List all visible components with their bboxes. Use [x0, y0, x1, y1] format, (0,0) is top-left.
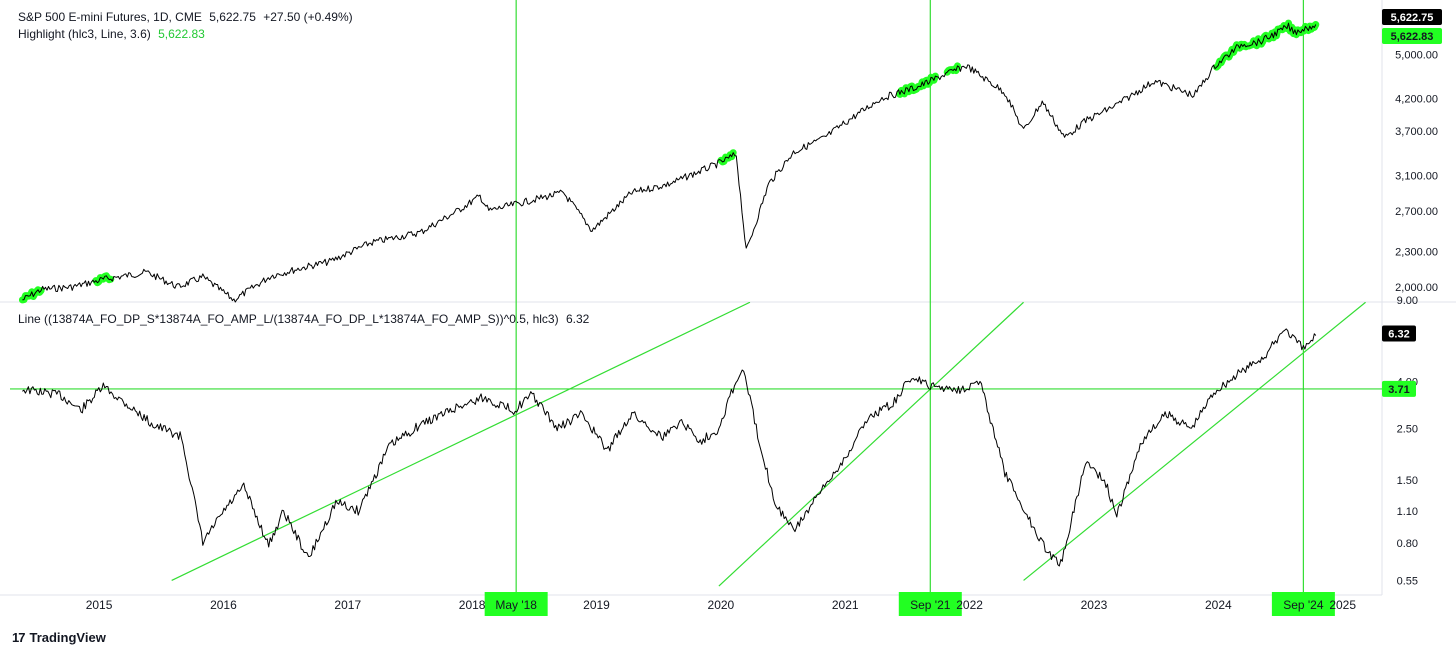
indicator-value-tag-label: 6.32 — [1388, 328, 1409, 340]
x-tick-label: 2019 — [583, 598, 610, 612]
x-tick-label: 2025 — [1329, 598, 1356, 612]
top-y-tick-label: 2,000.00 — [1395, 282, 1438, 294]
brand-name: TradingView — [29, 630, 106, 645]
vertical-marker-tag — [1271, 592, 1335, 616]
line-indicator-value: 6.32 — [565, 312, 590, 326]
top-legend[interactable]: S&P 500 E-mini Futures, 1D, CME 5,622.75… — [18, 10, 357, 25]
top-y-tick-label: 5,000.00 — [1395, 49, 1438, 61]
price-change: +27.50 (+0.49%) — [263, 10, 353, 24]
top-y-tick-label: 3,100.00 — [1395, 171, 1438, 183]
vertical-marker-label: May '18 — [495, 598, 537, 612]
trend-lines — [10, 302, 1384, 587]
bottom-y-tick-label: 0.55 — [1397, 575, 1418, 587]
highlight-value-tag — [1382, 28, 1442, 44]
top-y-tick-label: 3,700.00 — [1395, 126, 1438, 138]
last-price-tag-label: 5,622.75 — [1391, 12, 1434, 24]
bottom-y-tick-label: 9.00 — [1397, 295, 1418, 307]
indicator-series-line — [22, 328, 1317, 567]
bottom-y-tick-label: 2.50 — [1397, 424, 1418, 436]
bottom-y-tick-label: 1.50 — [1397, 475, 1418, 487]
highlight-legend[interactable]: Highlight (hlc3, Line, 3.6) 5,622.83 — [18, 27, 209, 42]
bottom-y-tick-label: 0.80 — [1397, 538, 1418, 550]
x-tick-label: 2020 — [708, 598, 735, 612]
vertical-markers: May '18 Sep '21 Sep '24 — [484, 0, 1335, 616]
value-tags: 5,622.75 5,622.83 6.32 3.71 — [1382, 9, 1442, 397]
level-value-tag-label: 3.71 — [1388, 384, 1409, 396]
highlight-segments — [18, 19, 1320, 304]
bottom-legend[interactable]: Line ((13874A_FO_DP_S*13874A_FO_AMP_L/(1… — [18, 312, 593, 327]
x-tick-label: 2022 — [956, 598, 983, 612]
trend-line — [1023, 302, 1366, 581]
vertical-marker-tag — [484, 592, 548, 616]
x-tick-label: 2018 — [459, 598, 486, 612]
highlight-segment — [943, 62, 961, 76]
grid-layer — [0, 0, 1456, 596]
x-tick-label: 2017 — [334, 598, 361, 612]
vertical-marker-label: Sep '24 — [1283, 598, 1324, 612]
symbol-title: S&P 500 E-mini Futures, 1D, CME — [18, 10, 202, 24]
top-y-tick-label: 2,300.00 — [1395, 246, 1438, 258]
x-tick-label: 2021 — [832, 598, 859, 612]
tradingview-logo-icon: 17 — [12, 630, 26, 645]
vertical-marker-label: Sep '21 — [910, 598, 951, 612]
series-lines — [22, 22, 1317, 567]
last-price: 5,622.75 — [209, 10, 256, 24]
indicator-value-tag — [1382, 325, 1416, 342]
highlight-segment — [1213, 19, 1320, 71]
highlight-indicator-value: 5,622.83 — [158, 27, 205, 41]
x-tick-label: 2023 — [1081, 598, 1108, 612]
highlight-value-tag-label: 5,622.83 — [1391, 31, 1434, 43]
line-indicator-label: Line ((13874A_FO_DP_S*13874A_FO_AMP_L/(1… — [18, 312, 559, 326]
trend-line — [718, 302, 1024, 587]
level-value-tag — [1382, 380, 1416, 397]
trend-line — [171, 302, 751, 581]
x-tick-label: 2015 — [86, 598, 113, 612]
tradingview-brand[interactable]: 17 TradingView — [12, 630, 106, 645]
bottom-y-tick-label: 1.10 — [1397, 506, 1418, 518]
top-y-tick-label: 4,200.00 — [1395, 94, 1438, 106]
axes: 2,000.00 2,300.00 2,700.00 3,100.00 3,700.00… — [86, 49, 1438, 612]
top-y-tick-label: 2,700.00 — [1395, 206, 1438, 218]
price-series-line — [22, 22, 1317, 303]
vertical-marker-tag — [898, 592, 962, 616]
highlight-indicator-label: Highlight (hlc3, Line, 3.6) — [18, 27, 151, 41]
last-price-tag — [1382, 9, 1442, 25]
x-tick-label: 2016 — [210, 598, 237, 612]
x-tick-label: 2024 — [1205, 598, 1232, 612]
